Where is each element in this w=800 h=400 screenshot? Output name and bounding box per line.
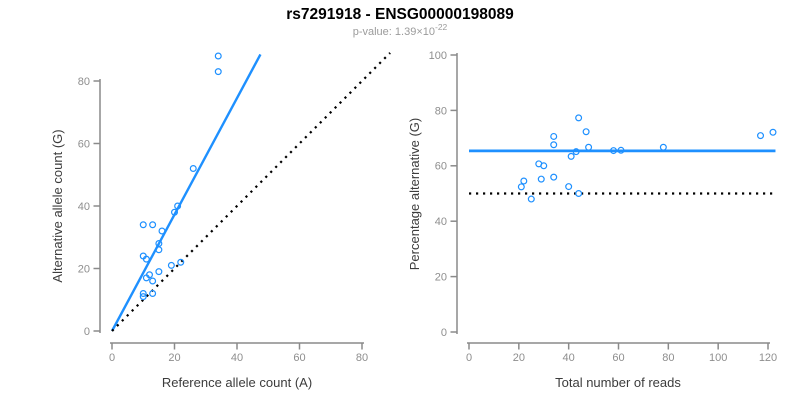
data-point xyxy=(142,255,150,263)
data-point xyxy=(214,68,222,76)
pvalue-exponent: -22 xyxy=(435,22,448,32)
y-tick-label: 20 xyxy=(78,263,90,275)
x-tick-label: 60 xyxy=(612,352,624,364)
data-point xyxy=(575,190,583,198)
x-tick-label: 80 xyxy=(356,352,368,364)
data-point xyxy=(617,146,625,154)
y-tick-label: 60 xyxy=(435,161,447,173)
data-point xyxy=(550,173,558,181)
data-point xyxy=(585,143,593,151)
x-tick-label: 40 xyxy=(231,352,243,364)
regression-line xyxy=(110,53,262,332)
left-yaxis-title: Alternative allele count (G) xyxy=(50,129,65,282)
plot-subtitle: p-value: 1.39×10-22 xyxy=(353,22,448,38)
right-yaxis-title: Percentage alternative (G) xyxy=(407,118,422,270)
x-tick-label: 20 xyxy=(168,352,180,364)
data-point xyxy=(149,221,157,229)
data-point xyxy=(550,141,558,149)
data-point xyxy=(572,148,580,156)
data-point xyxy=(550,132,558,140)
x-tick-label: 0 xyxy=(466,352,472,364)
y-tick-label: 20 xyxy=(435,272,447,284)
x-tick-label: 60 xyxy=(293,352,305,364)
data-point xyxy=(659,143,667,151)
data-point xyxy=(167,261,175,269)
data-point xyxy=(540,162,548,170)
data-point xyxy=(769,128,777,136)
y-tick-label: 60 xyxy=(78,138,90,150)
y-tick-label: 0 xyxy=(84,326,90,338)
data-point xyxy=(517,183,525,191)
x-tick-label: 120 xyxy=(759,352,777,364)
y-tick-label: 100 xyxy=(429,50,447,62)
data-point xyxy=(155,268,163,276)
data-point xyxy=(139,290,147,298)
x-tick-label: 40 xyxy=(563,352,575,364)
data-point xyxy=(537,175,545,183)
data-point xyxy=(189,165,197,173)
left-xaxis-title: Reference allele count (A) xyxy=(162,375,312,390)
right-xaxis-title: Total number of reads xyxy=(555,375,681,390)
data-point xyxy=(527,195,535,203)
x-tick-label: 100 xyxy=(709,352,727,364)
data-point xyxy=(582,128,590,136)
right-scatter-plot: 0 20 40 60 80 100 120 0 20 40 60 80 100 xyxy=(429,50,778,364)
data-point xyxy=(158,227,166,235)
y-tick-label: 40 xyxy=(435,216,447,228)
data-point xyxy=(174,202,182,210)
data-point xyxy=(214,52,222,60)
data-point xyxy=(567,152,575,160)
data-point xyxy=(149,277,157,285)
x-tick-label: 0 xyxy=(109,352,115,364)
x-tick-label: 20 xyxy=(513,352,525,364)
plot-title: rs7291918 - ENSG00000198089 xyxy=(286,6,514,23)
data-point xyxy=(565,183,573,191)
data-point xyxy=(142,274,150,282)
data-point xyxy=(139,293,147,301)
data-point xyxy=(139,221,147,229)
data-point xyxy=(177,258,185,266)
data-point xyxy=(520,177,528,185)
data-point xyxy=(575,114,583,122)
data-point xyxy=(155,246,163,254)
y-tick-label: 80 xyxy=(78,76,90,88)
y-tick-label: 80 xyxy=(435,105,447,117)
data-point xyxy=(149,290,157,298)
y-tick-label: 0 xyxy=(441,327,447,339)
pvalue-text: p-value: 1.39×10 xyxy=(353,26,435,38)
left-scatter-plot: 0 20 40 60 80 0 20 40 60 80 xyxy=(78,52,391,364)
data-point xyxy=(171,208,179,216)
y-tick-label: 40 xyxy=(78,201,90,213)
x-tick-label: 80 xyxy=(662,352,674,364)
identity-line xyxy=(111,52,391,332)
data-point xyxy=(610,147,618,155)
data-point xyxy=(757,132,765,140)
